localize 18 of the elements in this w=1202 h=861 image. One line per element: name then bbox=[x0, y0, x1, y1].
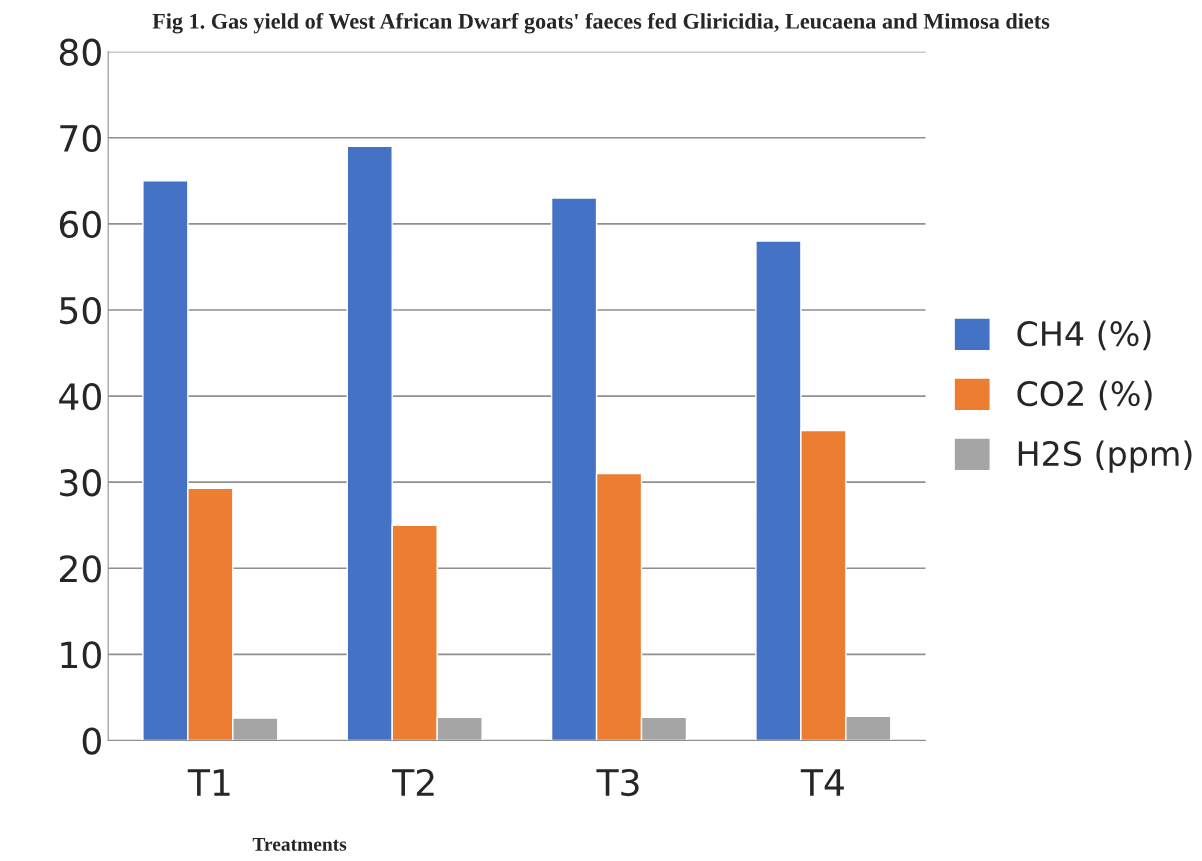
x-tick-label: T2 bbox=[392, 768, 434, 796]
y-tick-label: 50 bbox=[60, 296, 101, 325]
chart-title: Fig 1. Gas yield of West African Dwarf goats' faeces fed Gliricidia, Leucaena and Mimosa diets bbox=[152, 12, 1050, 34]
legend-label: CO2 (%) bbox=[1017, 380, 1152, 411]
y-tick-label: 20 bbox=[60, 555, 101, 583]
y-tick-label: 60 bbox=[59, 210, 101, 239]
legend-label: CH4 (%) bbox=[1017, 320, 1151, 351]
y-tick-label: 40 bbox=[59, 382, 101, 411]
y-tick-label: 70 bbox=[60, 124, 101, 152]
y-tick-label: 80 bbox=[59, 38, 101, 66]
legend-label: H2S (ppm) bbox=[1018, 440, 1192, 473]
x-tick-label: T1 bbox=[187, 769, 230, 796]
y-tick-label: 10 bbox=[61, 641, 101, 669]
x-tick-label: T3 bbox=[596, 768, 639, 797]
x-axis-title: Treatments bbox=[252, 837, 347, 851]
y-tick-label: 30 bbox=[60, 469, 101, 497]
x-tick-label: T4 bbox=[800, 769, 844, 796]
y-tick-label: 0 bbox=[82, 727, 101, 755]
